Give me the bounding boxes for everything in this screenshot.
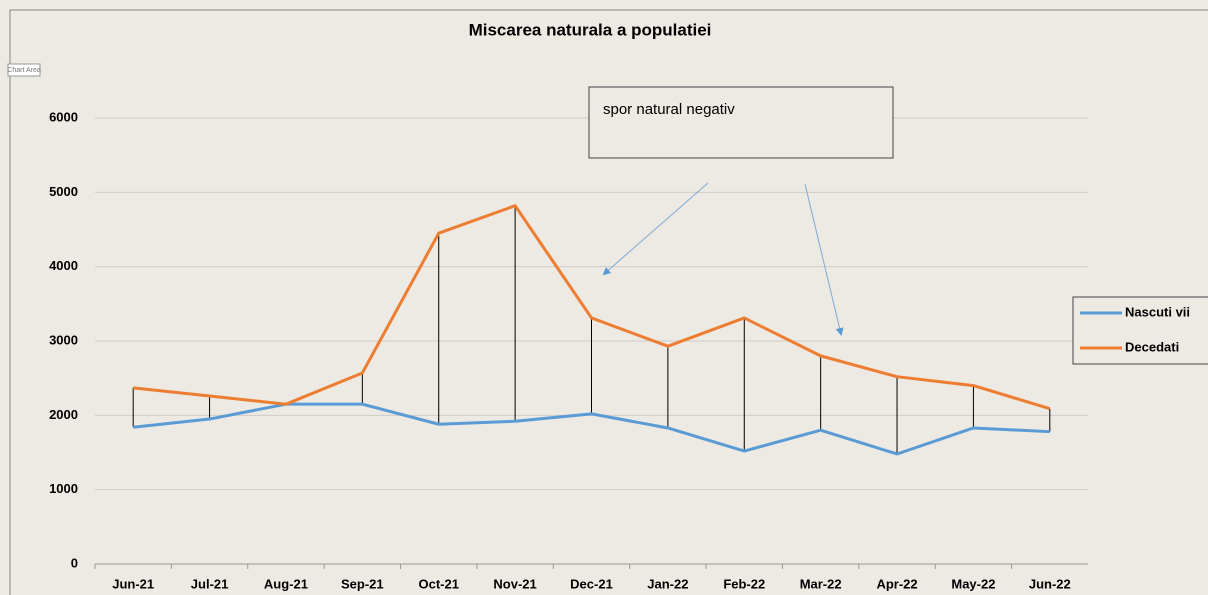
legend-label: Nascuti vii	[1125, 304, 1190, 319]
arrow	[602, 182, 709, 276]
x-tick-label: Jul-21	[191, 576, 229, 591]
y-tick-label: 0	[71, 555, 78, 570]
legend-box	[1072, 296, 1208, 365]
legend: Nascuti vii Decedati	[1072, 296, 1208, 365]
legend-label: Decedati	[1125, 339, 1179, 354]
x-tick-label: Nov-21	[493, 576, 536, 591]
tooltip: Chart Area	[7, 67, 41, 74]
x-tick-label: Aug-21	[264, 576, 308, 591]
y-tick-label: 1000	[49, 481, 78, 496]
x-tick-label: Jun-21	[112, 576, 154, 591]
y-tick-label: 2000	[49, 407, 78, 422]
plot-area: 0 1000 2000 3000 4000 5000 6000 Jun-21 Jul-21 Aug…	[49, 109, 1088, 591]
arrow	[804, 183, 844, 336]
tooltip-box	[7, 63, 41, 77]
y-tick-label: 5000	[49, 184, 78, 199]
x-tick-label: Oct-21	[418, 576, 458, 591]
x-tick-label: Jan-22	[647, 576, 688, 591]
x-tick-label: Jun-22	[1029, 576, 1071, 591]
chart-border	[9, 9, 1208, 595]
y-tick-label: 6000	[49, 109, 78, 124]
x-tick-label: Apr-22	[876, 576, 917, 591]
annotation-box	[588, 86, 894, 159]
x-tick-label: Dec-21	[570, 576, 613, 591]
annotation: spor natural negativ	[603, 101, 735, 118]
x-tick-label: May-22	[951, 576, 995, 591]
chart-title: Miscarea naturala a populatiei	[469, 20, 712, 39]
x-tick-label: Feb-22	[723, 576, 765, 591]
y-tick-label: 3000	[49, 332, 78, 347]
series-line	[133, 204, 1051, 411]
x-tick-label: Sep-21	[341, 576, 384, 591]
y-tick-label: 4000	[49, 258, 78, 273]
x-tick-label: Mar-22	[800, 576, 842, 591]
